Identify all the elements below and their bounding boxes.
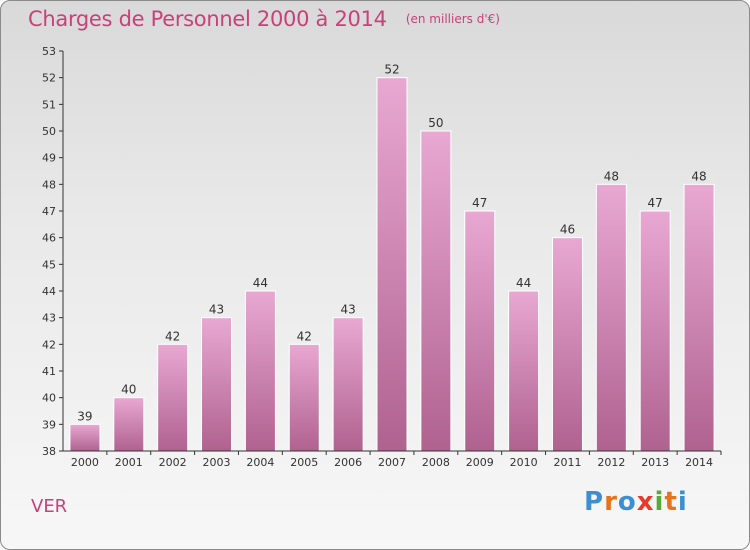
bar — [420, 130, 452, 452]
x-tick-label: 2008 — [422, 456, 450, 469]
x-tick-label: 2014 — [685, 456, 713, 469]
chart-title: Charges de Personnel 2000 à 2014 — [28, 7, 387, 31]
data-label: 43 — [209, 303, 224, 317]
x-tick-label: 2011 — [553, 456, 581, 469]
x-tick-label: 2000 — [71, 456, 99, 469]
x-tick-label: 2013 — [641, 456, 669, 469]
y-tick-label: 38 — [42, 445, 56, 458]
bar — [69, 423, 101, 452]
place-label: VER — [31, 496, 68, 517]
logo-letter: r — [604, 487, 618, 517]
axes: 2000 2001 2002 2003 2004 2005 2006 2007 2008 2009… — [42, 45, 722, 469]
y-tick-label: 46 — [42, 232, 56, 245]
data-label: 47 — [472, 196, 487, 210]
logo-letter: P — [584, 487, 605, 517]
chart-subtitle: (en milliers d'€) — [405, 12, 500, 26]
bar — [508, 290, 540, 452]
x-tick-label: 2002 — [159, 456, 187, 469]
x-tick-label: 2012 — [597, 456, 625, 469]
bar — [551, 237, 583, 452]
y-tick-label: 45 — [42, 258, 56, 271]
y-tick-label: 53 — [42, 45, 56, 58]
title-area: Charges de Personnel 2000 à 2014 (en mil… — [28, 7, 500, 31]
data-label: 52 — [384, 63, 399, 77]
data-label: 47 — [648, 196, 663, 210]
bar — [157, 343, 189, 452]
data-label: 48 — [604, 169, 619, 183]
data-label: 48 — [691, 169, 706, 183]
x-tick-label: 2010 — [510, 456, 538, 469]
data-label: 43 — [340, 303, 355, 317]
logo-letter: t — [664, 487, 678, 517]
bar — [244, 290, 276, 452]
data-label: 40 — [121, 383, 136, 397]
data-label: 44 — [253, 276, 268, 290]
bar — [639, 210, 671, 452]
logo-letter: o — [617, 487, 637, 517]
x-tick-label: 2001 — [115, 456, 143, 469]
y-tick-label: 51 — [42, 98, 56, 111]
data-label: 44 — [516, 276, 531, 290]
bar — [376, 77, 408, 452]
data-label: 50 — [428, 116, 443, 130]
bar — [464, 210, 496, 452]
y-tick-label: 43 — [42, 312, 56, 325]
logo-letter: i — [677, 487, 688, 517]
bar — [595, 183, 627, 452]
bar — [113, 397, 145, 452]
logo-letter: x — [636, 487, 655, 517]
y-tick-label: 42 — [42, 338, 56, 351]
y-tick-label: 52 — [42, 72, 56, 85]
y-tick-label: 40 — [42, 392, 56, 405]
x-tick-label: 2006 — [334, 456, 362, 469]
y-tick-label: 44 — [42, 285, 56, 298]
y-tick-label: 39 — [42, 418, 56, 431]
bar — [288, 343, 320, 452]
y-tick-label: 41 — [42, 365, 56, 378]
bar — [201, 317, 233, 452]
y-tick-label: 49 — [42, 152, 56, 165]
y-tick-label: 50 — [42, 125, 56, 138]
x-tick-label: 2003 — [203, 456, 231, 469]
y-tick-label: 48 — [42, 178, 56, 191]
bar — [332, 317, 364, 452]
data-label: 39 — [77, 409, 92, 423]
x-tick-label: 2004 — [246, 456, 274, 469]
data-label: 46 — [560, 223, 575, 237]
bars: 39 40 42 43 44 42 43 52 50 47 44 46 48 47 48 — [69, 63, 715, 452]
x-tick-label: 2007 — [378, 456, 406, 469]
data-label: 42 — [297, 329, 312, 343]
x-tick-label: 2009 — [466, 456, 494, 469]
logo-letter: i — [654, 487, 665, 517]
y-tick-label: 47 — [42, 205, 56, 218]
x-tick-label: 2005 — [290, 456, 318, 469]
data-label: 42 — [165, 329, 180, 343]
proxiti-logo[interactable]: Proxiti — [584, 487, 688, 517]
bar — [683, 183, 715, 452]
